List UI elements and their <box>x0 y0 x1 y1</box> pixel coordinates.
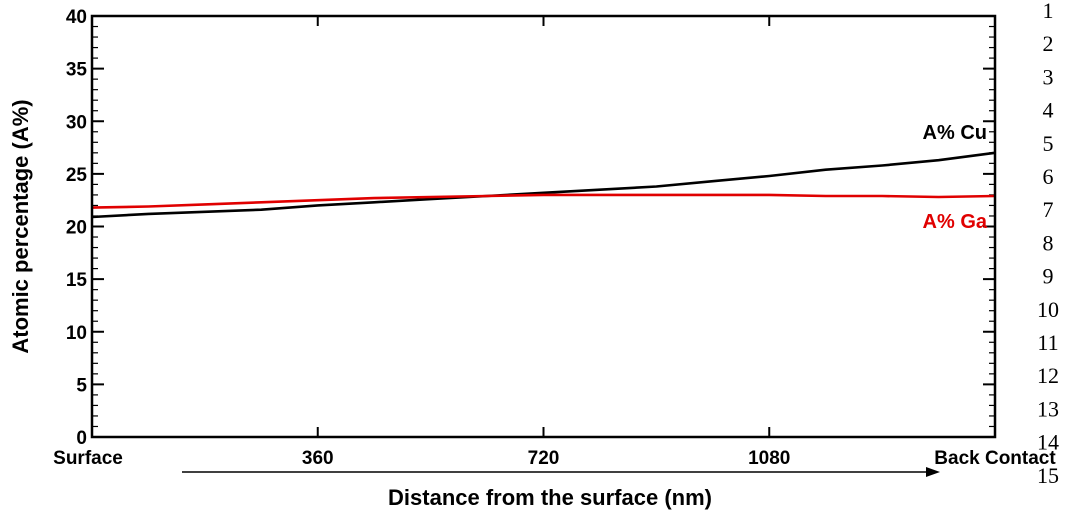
x-tick-label: 720 <box>528 448 560 469</box>
series-label-cu: A% Cu <box>923 122 987 144</box>
x-tick-label: Surface <box>53 448 123 469</box>
y-axis-title: Atomic percentage (A%) <box>8 99 33 353</box>
line-number: 2 <box>1043 31 1054 56</box>
series-line-cu <box>92 153 995 217</box>
x-tick-label: 360 <box>302 448 334 469</box>
line-number: 1 <box>1043 0 1054 23</box>
plot-frame <box>92 16 995 437</box>
line-number: 10 <box>1037 297 1059 322</box>
series-label-ga: A% Ga <box>923 211 988 233</box>
y-tick-label: 5 <box>76 375 87 396</box>
line-number: 13 <box>1037 396 1059 421</box>
y-tick-label: 25 <box>66 165 88 186</box>
line-number: 5 <box>1043 131 1054 156</box>
x-tick-label: 1080 <box>748 448 790 469</box>
line-number: 6 <box>1043 164 1054 189</box>
y-tick-label: 10 <box>66 323 87 344</box>
line-number: 12 <box>1037 363 1059 388</box>
y-tick-label: 35 <box>66 60 88 81</box>
line-number: 8 <box>1043 230 1054 255</box>
series-line-ga <box>92 195 995 208</box>
y-tick-label: 30 <box>66 112 87 133</box>
line-number: 9 <box>1043 264 1054 289</box>
y-tick-label: 0 <box>76 428 87 449</box>
line-number: 3 <box>1043 64 1054 89</box>
line-number: 14 <box>1037 430 1059 455</box>
x-axis-title: Distance from the surface (nm) <box>388 485 712 510</box>
line-number: 7 <box>1043 197 1054 222</box>
line-number: 4 <box>1043 98 1054 123</box>
line-number: 11 <box>1037 330 1058 355</box>
y-tick-label: 20 <box>66 218 87 239</box>
y-tick-label: 15 <box>66 270 88 291</box>
line-number: 15 <box>1037 463 1059 488</box>
y-tick-label: 40 <box>66 7 87 28</box>
